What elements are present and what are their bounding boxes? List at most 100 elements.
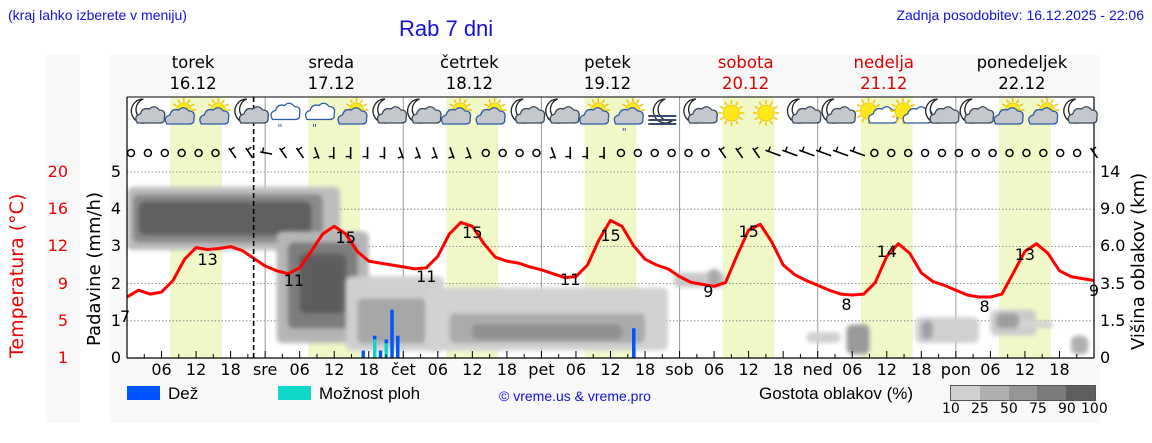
- sun-cloud-icon: [337, 98, 369, 125]
- svg-text:15: 15: [462, 223, 482, 242]
- x-tick-label: 12: [324, 360, 345, 379]
- moon-cloud-icon: [925, 98, 960, 124]
- precip-tick: 1: [110, 310, 121, 330]
- moon-cloud-icon: [786, 98, 822, 124]
- x-tick-label: 18: [911, 360, 932, 379]
- copyright-link[interactable]: © vreme.us & vreme.pro: [499, 388, 651, 404]
- wind-wsw-icon: [849, 146, 866, 157]
- x-tick-label: pet: [528, 360, 555, 379]
- day-date: 21.12: [860, 74, 908, 93]
- day-heading-7: ponedeljek 22.12: [962, 52, 1082, 94]
- wind-sw-icon: [228, 146, 237, 159]
- svg-text:": ": [622, 126, 627, 139]
- x-tick-label: 06: [565, 360, 587, 379]
- temp-tick: 12: [47, 236, 68, 256]
- moon-cloud-icon: [545, 98, 580, 124]
- day-date: 20.12: [722, 74, 770, 93]
- sun-cloud-icon: [475, 98, 507, 125]
- moon-cloud-icon: [1063, 98, 1098, 124]
- x-tick-label: pon: [940, 360, 971, 379]
- precip-tick: 3: [110, 236, 121, 256]
- wind-calm-icon: [1005, 148, 1014, 158]
- wind-calm-icon: [684, 148, 693, 158]
- moon-cloud-icon: [959, 98, 995, 124]
- svg-text:14: 14: [877, 242, 897, 261]
- wind-calm-icon: [937, 148, 947, 158]
- wind-calm-icon: [954, 148, 964, 158]
- wind-calm-icon: [988, 148, 997, 158]
- wind-wsw-icon: [782, 146, 798, 157]
- sun-cloud-icon: [1028, 98, 1060, 125]
- sun-cloud-icon: [164, 98, 196, 125]
- x-tick-label: sob: [665, 360, 694, 379]
- svg-text:13: 13: [1015, 245, 1035, 264]
- wind-calm-icon: [667, 148, 676, 158]
- x-tick-label: 06: [151, 360, 172, 379]
- sun-cloud-drizzle-icon: ": [613, 98, 645, 139]
- plot-frame: [126, 96, 1095, 359]
- temp-tick: 16: [47, 199, 68, 219]
- cloud-drizzle-icon: ": [270, 102, 301, 135]
- precip-tick: 0: [110, 348, 121, 367]
- day-name: četrtek: [440, 53, 499, 72]
- x-tick-label: 06: [703, 360, 725, 379]
- cloud-height-tick: 0: [1100, 348, 1111, 367]
- wind-sw-icon: [245, 146, 254, 159]
- sun-small-cloud-icon: [890, 98, 933, 124]
- wind-calm-icon: [160, 148, 170, 158]
- cloud-height-tick: 3.5: [1100, 273, 1126, 293]
- wind-sw-icon: [735, 146, 744, 159]
- cloud-density-scale-label: 10: [942, 401, 960, 417]
- wind-calm-icon: [498, 148, 507, 158]
- temp-tick: 9: [57, 273, 68, 293]
- cloud-density-areas: [127, 186, 1089, 355]
- cloud-density-step: [1066, 386, 1095, 400]
- wind-nw-icon: [465, 147, 472, 159]
- wind-n-icon: [565, 147, 572, 159]
- wind-calm-icon: [633, 148, 643, 158]
- page-title: Rab 7 dni: [399, 16, 494, 41]
- cloud-density-scale-label: 75: [1029, 401, 1047, 417]
- cloud-density-scale: [950, 385, 1096, 401]
- svg-text:11: 11: [284, 271, 304, 290]
- wind-calm-icon: [887, 148, 896, 158]
- wind-wsw-icon: [832, 146, 849, 157]
- wind-calm-icon: [903, 148, 913, 158]
- svg-text:15: 15: [738, 222, 758, 241]
- day-heading-2: sreda 17.12: [271, 52, 391, 94]
- svg-text:8: 8: [980, 297, 990, 316]
- day-name: nedelja: [853, 53, 915, 72]
- svg-text:15: 15: [336, 228, 356, 247]
- svg-text:9: 9: [703, 282, 713, 301]
- day-date: 19.12: [583, 74, 632, 93]
- wind-sw-icon: [752, 146, 761, 159]
- moon-cloud-icon: [510, 98, 546, 124]
- svg-text:7: 7: [120, 307, 130, 326]
- day-heading-6: nedelja 21.12: [824, 52, 944, 94]
- svg-text:8: 8: [841, 295, 851, 314]
- wind-calm-icon: [1022, 148, 1031, 158]
- x-tick-label: 12: [185, 360, 207, 379]
- precip-tick: 4: [110, 199, 121, 219]
- wind-calm-icon: [920, 148, 930, 158]
- svg-text:": ": [312, 122, 317, 135]
- sun-icon: [718, 100, 745, 126]
- x-tick-label: 18: [220, 360, 241, 379]
- day-heading-5: sobota 20.12: [686, 52, 806, 94]
- x-tick-label: 06: [842, 360, 863, 379]
- sun-small-cloud-icon: [855, 98, 899, 124]
- wind-n-icon: [599, 147, 605, 159]
- cloud-density-step: [1008, 386, 1038, 400]
- day-date: 16.12: [169, 74, 217, 93]
- temp-tick: 1: [57, 348, 68, 367]
- cloud-density-step: [1037, 386, 1067, 400]
- day-heading-3: četrtek 18.12: [409, 52, 529, 94]
- day-name: ponedeljek: [976, 53, 1068, 72]
- cloud-density-legend-label: Gostota oblakov (%): [759, 384, 914, 403]
- day-name: sreda: [308, 53, 355, 72]
- precip-tick: 5: [110, 162, 121, 181]
- wind-calm-icon: [532, 148, 541, 158]
- wind-nw-icon: [431, 147, 438, 159]
